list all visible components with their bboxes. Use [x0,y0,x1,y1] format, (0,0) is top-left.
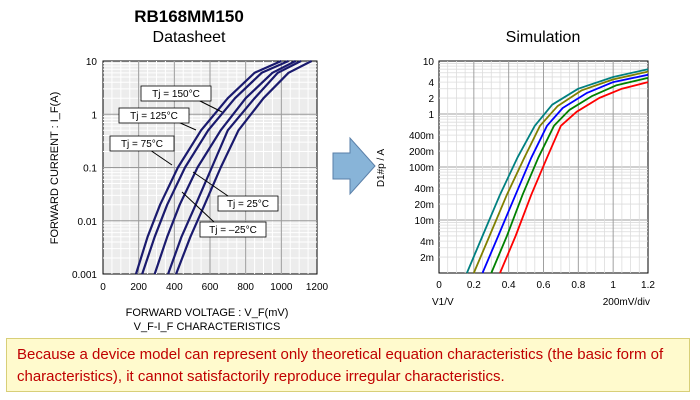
left-subtitle: Datasheet [153,29,226,46]
right-y-tick: 200m [409,147,434,158]
right-plot-area [438,60,649,274]
right-series-line [472,70,649,274]
left-y-tick: 0.001 [72,270,97,281]
left-y-tick: 0.1 [83,164,97,175]
right-x-tick: 0.2 [467,280,481,291]
left-annotation-label: Tj = 125°C [130,111,178,122]
right-series-line [466,68,649,274]
left-y-tick: 0.01 [78,217,98,228]
left-annotation-leader [181,191,215,223]
left-annotation-box [199,221,267,238]
left-series-line [141,59,289,275]
left-annotation-label: Tj = 75°C [121,139,163,150]
left-y-tick: 1 [91,110,97,121]
right-y-tick: 10m [415,216,434,227]
left-series-line [167,60,302,275]
left-annotation-box [118,107,190,124]
left-annotation-label: Tj = 150°C [152,89,200,100]
left-x-tick: 200 [130,282,147,293]
right-x-tick: 0 [436,280,442,291]
right-series-line [481,73,649,274]
left-annotation-box [140,85,212,102]
left-annotation-box [217,195,279,212]
left-annotation-leader [197,99,223,113]
left-series-line [134,59,282,275]
right-y-tick: 2 [428,94,434,105]
left-x-tick: 400 [166,282,183,293]
right-y-tick: 20m [415,200,434,211]
left-title: RB168MM150 [134,7,244,26]
left-annotation-label: Tj = 25°C [227,199,269,210]
right-x-tick: 1 [610,280,616,291]
right-x-tick: 0.8 [571,280,585,291]
explanation-text: Because a device model can represent onl… [17,346,664,385]
right-x-tick: 0.6 [537,280,551,291]
right-x-scale-text: 200mV/div [603,297,650,308]
right-y-tick: 10 [423,57,435,68]
right-y-tick: 4m [420,237,434,248]
right-xlabel: V1/V [432,297,454,308]
right-y-tick: 4 [428,78,434,89]
left-caption: V_F-I_F CHARACTERISTICS [134,321,281,333]
left-annotation-label: Tj = –25°C [209,225,257,236]
left-annotation-leader [192,171,229,197]
left-xlabel: FORWARD VOLTAGE : V_F(mV) [126,307,289,319]
charts-canvas: RB168MM150 Datasheet FORWARD VOLTAGE : V… [49,7,655,333]
left-annotation-leader [149,149,173,166]
left-series-line [175,60,313,275]
left-y-tick: 10 [86,57,98,68]
right-arrow-icon [332,136,376,196]
right-x-tick: 0.4 [502,280,516,291]
left-series-line [153,60,297,275]
left-x-tick: 600 [202,282,219,293]
right-y-tick: 40m [415,184,434,195]
left-x-tick: 0 [100,282,106,293]
right-y-tick: 2m [420,253,434,264]
left-x-tick: 1200 [306,282,329,293]
right-x-tick: 1.2 [641,280,655,291]
explanation-box: Because a device model can represent onl… [6,338,690,392]
right-series-line [499,81,649,274]
right-y-tick: 1 [428,110,434,121]
right-title: Simulation [506,29,581,46]
left-x-tick: 800 [237,282,254,293]
right-series-line [490,77,649,274]
left-annotation-box [109,135,175,152]
right-y-tick: 400m [409,131,434,142]
right-y-tick: 100m [409,163,434,174]
left-x-tick: 1000 [270,282,293,293]
left-ylabel: FORWARD CURRENT : I_F(A) [49,92,61,245]
right-ylabel: D1#p / A [376,148,387,187]
